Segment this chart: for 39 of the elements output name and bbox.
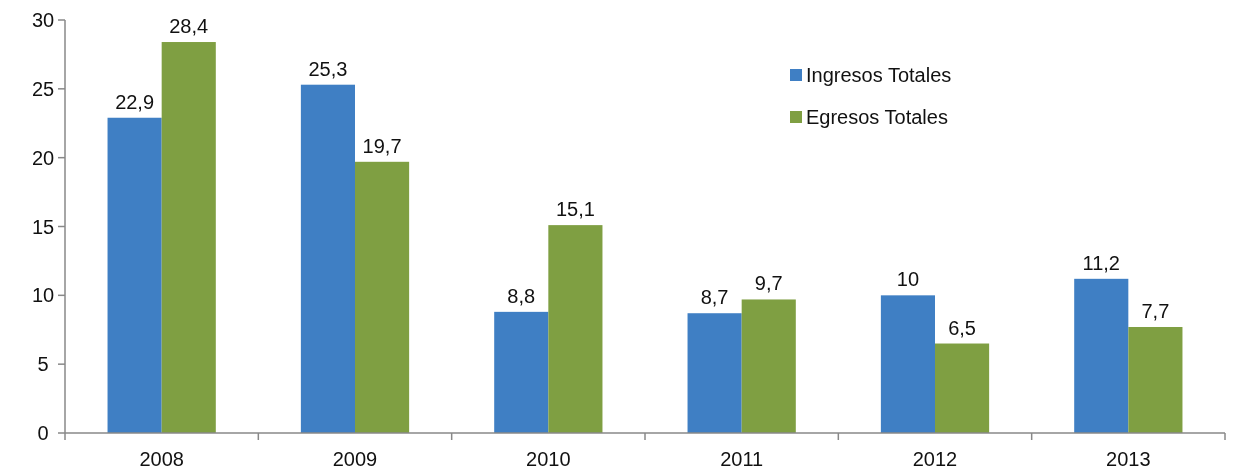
bar bbox=[161, 42, 216, 433]
data-label: 7,7 bbox=[1141, 300, 1170, 322]
bar bbox=[107, 117, 162, 433]
y-tick-label: 25 bbox=[31, 77, 55, 100]
legend-label: Egresos Totales bbox=[806, 106, 948, 128]
x-tick-label: 2013 bbox=[1106, 448, 1151, 470]
bar bbox=[1074, 278, 1129, 433]
bar bbox=[300, 84, 355, 433]
y-tick-label: 0 bbox=[37, 422, 49, 444]
bar bbox=[741, 299, 796, 433]
data-label: 6,5 bbox=[948, 316, 976, 339]
data-label: 10 bbox=[896, 268, 920, 291]
x-tick-label: 2009 bbox=[332, 448, 378, 470]
x-tick-label: 2011 bbox=[720, 448, 764, 470]
data-label: 25,3 bbox=[308, 57, 348, 80]
data-label: 19,7 bbox=[362, 134, 402, 157]
data-label: 11,2 bbox=[1082, 251, 1120, 274]
y-tick-label: 15 bbox=[31, 215, 55, 238]
x-tick-label: 2012 bbox=[912, 448, 958, 470]
bar bbox=[880, 295, 935, 433]
data-label: 22,9 bbox=[115, 90, 155, 113]
bar bbox=[548, 225, 603, 433]
data-label: 8,8 bbox=[507, 284, 536, 307]
x-tick-label: 2008 bbox=[139, 448, 184, 470]
bar bbox=[687, 313, 742, 433]
bar bbox=[1128, 327, 1183, 433]
bar bbox=[935, 343, 990, 433]
data-label: 28,4 bbox=[169, 15, 209, 38]
data-label: 8,7 bbox=[700, 286, 729, 309]
y-tick-label: 30 bbox=[31, 9, 55, 31]
legend-label: Ingresos Totales bbox=[806, 64, 952, 86]
bar bbox=[355, 161, 410, 433]
y-tick-label: 5 bbox=[37, 353, 49, 376]
y-tick-label: 20 bbox=[31, 146, 55, 169]
data-label: 15,1 bbox=[555, 198, 595, 221]
y-tick-label: 10 bbox=[31, 284, 55, 307]
bar bbox=[494, 311, 549, 433]
data-label: 9,7 bbox=[754, 272, 783, 295]
x-tick-label: 2010 bbox=[526, 448, 571, 470]
